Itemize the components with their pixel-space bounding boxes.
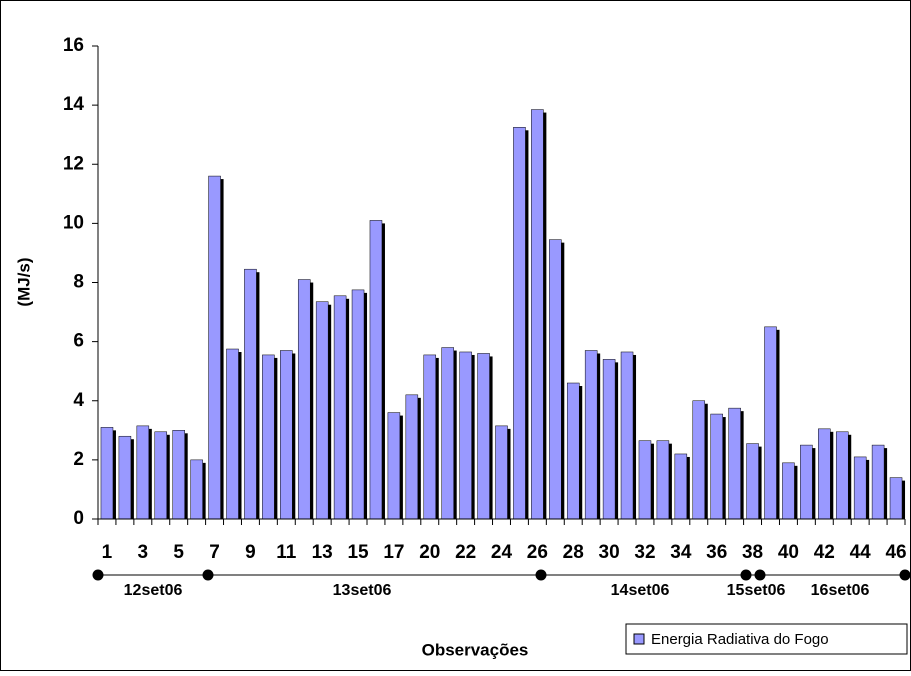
- bar: [620, 351, 634, 520]
- x-tick-label: 42: [814, 542, 835, 563]
- x-tick-label: 11: [276, 542, 297, 563]
- bar: [638, 440, 652, 520]
- date-dot: [740, 569, 752, 581]
- bar: [477, 353, 490, 520]
- y-tick-label: 12: [63, 153, 84, 174]
- bar: [728, 407, 741, 520]
- bar: [423, 354, 437, 520]
- bar: [136, 425, 150, 520]
- bar: [441, 347, 454, 520]
- y-tick-label: 16: [63, 35, 84, 56]
- bar: [692, 400, 706, 520]
- date-dot: [899, 569, 911, 581]
- bar: [602, 359, 616, 520]
- legend-swatch: [633, 633, 645, 645]
- y-tick-label: 6: [73, 331, 84, 352]
- x-axis-label: Observações: [422, 640, 529, 659]
- bar: [889, 477, 903, 520]
- bar: [387, 412, 401, 520]
- bar: [853, 456, 867, 520]
- y-tick-label: 14: [63, 94, 85, 115]
- y-tick-label: 4: [73, 390, 84, 411]
- x-tick-label: 5: [173, 542, 184, 563]
- bar: [244, 268, 257, 520]
- legend-box: [625, 623, 908, 655]
- x-tick-label: 38: [742, 542, 763, 563]
- x-tick-label: 36: [706, 542, 727, 563]
- bar: [405, 394, 419, 520]
- x-tick-label: 22: [455, 542, 476, 563]
- x-tick-label: 40: [778, 542, 799, 563]
- bar: [315, 301, 329, 520]
- date-label: 13set06: [333, 582, 392, 599]
- bar: [351, 289, 365, 520]
- bar: [584, 350, 598, 520]
- bar: [818, 428, 831, 520]
- bar: [369, 220, 383, 520]
- bar: [566, 382, 580, 520]
- x-tick-label: 3: [138, 542, 149, 563]
- x-tick-label: 17: [383, 542, 404, 563]
- legend-label: Energia Radiativa do Fogo: [651, 631, 829, 648]
- bar: [262, 354, 275, 520]
- date-label: 16set06: [811, 582, 870, 599]
- y-axis-label: (MJ/s): [14, 257, 33, 306]
- bar: [154, 431, 168, 520]
- bar: [710, 413, 723, 520]
- bar: [459, 351, 472, 520]
- x-tick-label: 15: [347, 542, 369, 563]
- bar: [746, 443, 759, 520]
- bar: [513, 127, 526, 520]
- x-tick-label: 26: [527, 542, 548, 563]
- bar: [674, 453, 688, 520]
- bar: [495, 425, 508, 520]
- bar: [835, 431, 849, 520]
- bar: [333, 295, 347, 520]
- bar: [656, 440, 670, 520]
- x-tick-label: 7: [209, 542, 220, 563]
- y-tick-label: 8: [73, 272, 84, 293]
- x-tick-label: 9: [245, 542, 256, 563]
- x-tick-label: 13: [312, 542, 333, 563]
- date-dot: [754, 569, 766, 581]
- date-label: 12set06: [124, 582, 183, 599]
- x-tick-label: 1: [102, 542, 113, 563]
- x-tick-label: 44: [850, 542, 872, 563]
- bar: [226, 348, 239, 520]
- bar: [208, 175, 221, 520]
- date-label: 15set06: [727, 582, 786, 599]
- date-dot: [202, 569, 214, 581]
- bar: [172, 430, 185, 520]
- bar: [280, 350, 293, 520]
- y-tick-label: 2: [73, 449, 84, 470]
- x-tick-label: 24: [491, 542, 513, 563]
- x-tick-label: 20: [419, 542, 440, 563]
- x-tick-label: 30: [599, 542, 620, 563]
- date-label: 14set06: [611, 582, 670, 599]
- bar: [764, 326, 777, 520]
- x-tick-label: 32: [634, 542, 655, 563]
- bar: [118, 435, 132, 520]
- x-tick-label: 28: [563, 542, 584, 563]
- y-tick-label: 10: [63, 212, 84, 233]
- bar: [100, 427, 114, 520]
- y-tick-label: 0: [73, 508, 84, 529]
- date-dot: [92, 569, 104, 581]
- x-tick-label: 46: [885, 542, 906, 563]
- bar: [549, 239, 562, 520]
- bar: [782, 462, 795, 520]
- bar: [297, 279, 311, 520]
- bar: [800, 444, 813, 520]
- bar: [871, 444, 885, 520]
- bar: [190, 459, 203, 520]
- bar: [531, 109, 544, 520]
- x-tick-label: 34: [670, 542, 692, 563]
- date-dot: [535, 569, 547, 581]
